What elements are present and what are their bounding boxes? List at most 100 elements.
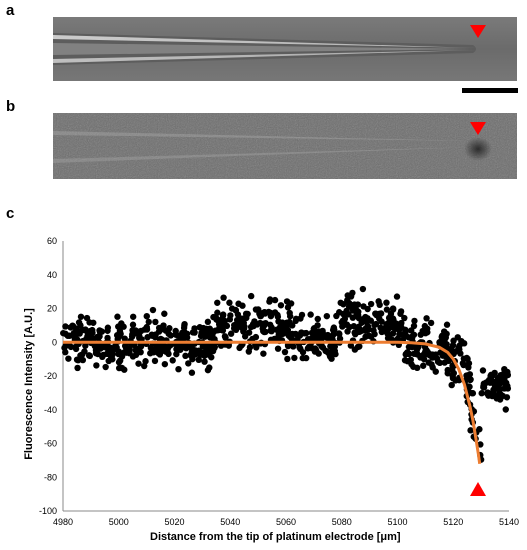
y-axis-title: Fluorescence Intensity [A.U.] — [23, 308, 35, 460]
data-point — [103, 350, 111, 358]
data-point — [169, 357, 176, 364]
data-point — [310, 325, 318, 332]
data-point — [252, 333, 260, 341]
data-point — [161, 343, 168, 350]
y-tick-label: -80 — [44, 472, 57, 482]
data-point — [148, 331, 156, 338]
panel-label-a: a — [6, 2, 15, 19]
data-point — [222, 334, 229, 341]
data-point — [274, 311, 281, 319]
data-point — [373, 311, 380, 319]
data-point — [413, 349, 420, 356]
data-point — [323, 312, 331, 320]
data-point — [185, 360, 192, 367]
data-point — [240, 324, 248, 332]
data-point — [467, 376, 474, 383]
data-point — [114, 313, 121, 320]
data-point — [335, 309, 343, 316]
data-point — [344, 292, 351, 299]
data-point — [394, 335, 402, 342]
data-point — [115, 348, 123, 355]
data-point — [465, 360, 473, 367]
data-point — [266, 296, 274, 303]
data-point — [220, 294, 227, 301]
data-point — [439, 352, 446, 359]
data-point — [89, 326, 96, 334]
data-point — [104, 327, 111, 334]
data-point — [318, 331, 325, 338]
data-point — [378, 328, 386, 336]
data-point — [299, 349, 307, 356]
data-point — [457, 350, 464, 357]
data-point — [411, 317, 418, 325]
data-point — [347, 342, 355, 349]
data-point — [252, 306, 260, 313]
data-point — [421, 350, 428, 357]
data-point — [415, 343, 422, 351]
data-point — [463, 354, 470, 362]
data-point — [342, 321, 350, 328]
data-point — [241, 333, 249, 340]
data-point — [145, 318, 152, 326]
data-point — [479, 367, 487, 374]
data-point — [422, 330, 429, 337]
data-point — [336, 335, 344, 342]
data-point — [274, 345, 282, 352]
data-point — [297, 315, 304, 322]
data-point — [271, 335, 279, 343]
data-point — [448, 381, 455, 389]
data-point — [62, 323, 69, 330]
data-point — [405, 350, 413, 357]
data-point — [268, 324, 275, 331]
data-point — [183, 334, 191, 341]
data-point — [477, 441, 484, 448]
data-point — [214, 309, 221, 316]
data-point — [251, 318, 258, 325]
data-point — [92, 347, 100, 354]
data-point — [106, 344, 113, 351]
data-point — [371, 321, 378, 329]
data-point — [434, 355, 441, 362]
data-point — [328, 355, 335, 362]
data-point — [183, 342, 190, 350]
data-point — [355, 323, 362, 331]
data-point — [241, 315, 248, 322]
data-point — [401, 314, 408, 322]
y-tick-label: -20 — [44, 371, 57, 381]
data-point — [383, 306, 391, 313]
panel-label-b: b — [6, 98, 16, 115]
data-point — [405, 334, 413, 341]
x-tick-label: 5080 — [332, 517, 352, 527]
data-point — [188, 369, 196, 376]
data-point — [143, 312, 150, 320]
data-point — [227, 312, 234, 319]
data-point — [279, 319, 286, 326]
data-point — [173, 350, 180, 358]
data-point — [331, 343, 339, 350]
data-point — [165, 330, 172, 337]
y-tick-label: 0 — [52, 337, 57, 347]
x-tick-label: 5140 — [499, 517, 519, 527]
data-point — [486, 379, 494, 386]
data-point — [77, 352, 84, 359]
data-point — [370, 327, 377, 334]
data-point — [82, 326, 89, 333]
data-point — [247, 292, 255, 300]
data-point — [76, 330, 83, 337]
data-point — [96, 329, 104, 336]
data-point — [324, 331, 331, 339]
data-point — [363, 318, 370, 326]
data-point — [182, 352, 189, 360]
data-point — [421, 322, 429, 330]
data-point — [201, 352, 208, 359]
y-tick-label: 60 — [47, 236, 57, 246]
data-point — [201, 358, 208, 365]
data-point — [397, 310, 404, 317]
data-point — [280, 324, 287, 331]
fit-curve-line — [63, 340, 482, 465]
data-point — [296, 332, 304, 339]
data-point — [93, 362, 100, 369]
data-point — [195, 347, 202, 354]
data-point — [120, 323, 127, 330]
data-point — [330, 331, 337, 338]
